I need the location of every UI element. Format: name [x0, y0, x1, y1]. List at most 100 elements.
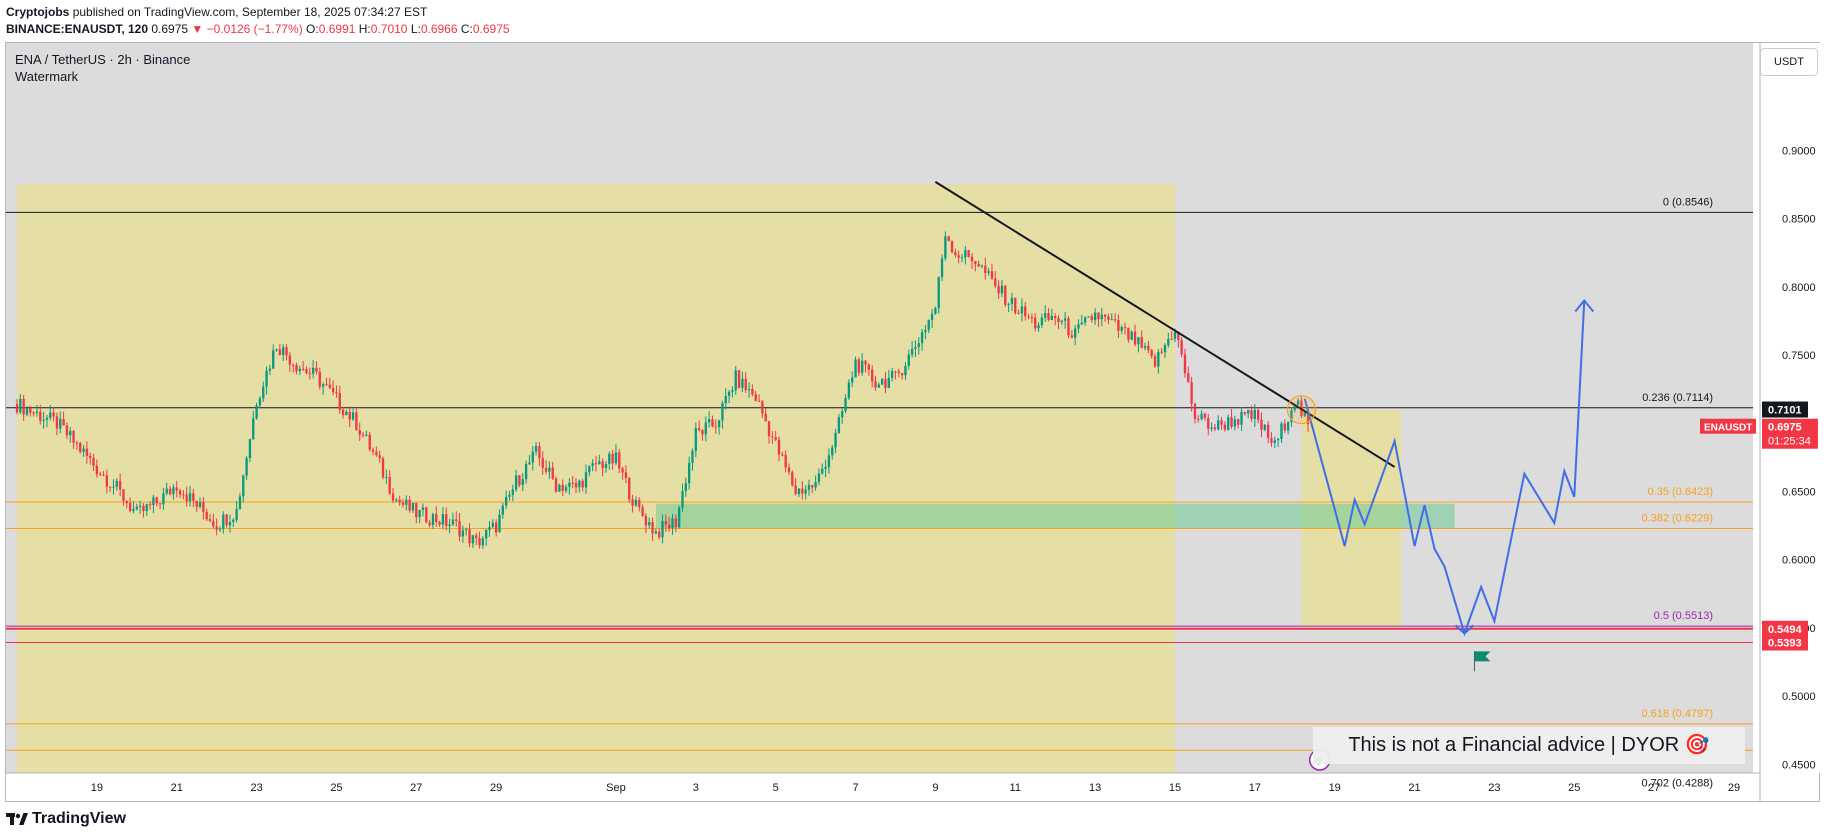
candle-body — [994, 278, 997, 286]
candle — [1040, 313, 1044, 328]
candle-body — [1127, 327, 1130, 340]
candle-body — [588, 466, 591, 473]
x-tick-label: 3 — [693, 782, 699, 794]
candle-body — [1253, 409, 1257, 419]
candle — [102, 471, 105, 477]
candle-body — [814, 481, 817, 488]
candle — [431, 512, 435, 529]
candle — [707, 411, 711, 428]
candle — [1004, 284, 1007, 308]
candle — [847, 379, 851, 401]
candle-body — [195, 500, 198, 507]
candle — [668, 516, 671, 532]
candle — [811, 484, 814, 494]
candle — [1073, 324, 1077, 346]
candle-body — [125, 500, 128, 504]
currency-button[interactable]: USDT — [1760, 48, 1818, 76]
candle-body — [894, 371, 897, 373]
candle — [827, 448, 831, 474]
candle — [1143, 342, 1147, 351]
candle-body — [548, 467, 551, 472]
candle-body — [1276, 438, 1280, 441]
candle-body — [1007, 303, 1010, 305]
candle-body — [734, 370, 737, 391]
candle-body — [238, 496, 242, 510]
candle — [801, 481, 804, 500]
candle-body — [1107, 316, 1110, 320]
candle-body — [448, 524, 451, 526]
candle — [92, 453, 95, 472]
candle-body — [1040, 317, 1044, 326]
fib-label: 0.702 (0.4288) — [1641, 777, 1713, 789]
fib-label: 0.35 (0.6423) — [1648, 486, 1713, 498]
candle-body — [967, 250, 970, 257]
candle-body — [455, 519, 458, 522]
candle-body — [1213, 427, 1217, 430]
candle-body — [1173, 332, 1177, 339]
candle — [1007, 302, 1010, 313]
candle-body — [302, 368, 305, 370]
candle-body — [641, 507, 644, 516]
candle — [701, 429, 704, 441]
candle-body — [425, 507, 428, 523]
candle — [99, 471, 102, 476]
candle-body — [1137, 337, 1140, 345]
x-tick-label: 11 — [1010, 782, 1021, 794]
candle-body — [707, 419, 711, 423]
candle — [1290, 406, 1293, 427]
candle — [894, 370, 897, 380]
candle — [534, 442, 538, 456]
candle — [1080, 314, 1083, 326]
y-tick-label: 0.7500 — [1782, 350, 1816, 362]
candle — [468, 522, 471, 548]
candle-body — [541, 458, 544, 468]
x-tick-label: 9 — [932, 782, 938, 794]
candle-body — [821, 468, 824, 474]
author-name[interactable]: Cryptojobs — [6, 5, 70, 19]
symbol-interval: BINANCE:ENAUSDT, 120 — [6, 22, 149, 36]
candle-body — [305, 368, 308, 374]
candle-body — [408, 499, 411, 511]
candle-body — [621, 468, 624, 473]
candle — [664, 514, 668, 532]
candle — [797, 488, 801, 498]
candle — [1243, 411, 1247, 416]
candle-body — [851, 377, 854, 383]
candle-body — [1296, 400, 1300, 405]
candle-body — [917, 343, 920, 348]
flag-icon — [1474, 651, 1491, 662]
candle-body — [861, 360, 864, 373]
candle — [1140, 330, 1143, 349]
x-tick-label: 25 — [330, 782, 342, 794]
candle — [1054, 313, 1057, 326]
candle-body — [128, 503, 132, 511]
candle — [348, 406, 351, 428]
candle-body — [145, 504, 148, 512]
candle — [1163, 343, 1167, 359]
candle-body — [421, 507, 425, 510]
candle — [821, 463, 824, 475]
candle — [1183, 348, 1187, 378]
candle — [292, 363, 295, 373]
price-tag-bg — [1762, 620, 1808, 637]
candle-body — [1120, 327, 1123, 331]
candle-body — [997, 285, 1000, 294]
candle-body — [687, 462, 691, 484]
candle — [235, 500, 238, 523]
candle — [112, 479, 115, 495]
candle-body — [1123, 327, 1127, 329]
candle — [598, 454, 601, 465]
candle — [1113, 313, 1117, 323]
candle-body — [461, 530, 465, 537]
candle-body — [604, 464, 608, 469]
candle-body — [395, 499, 398, 501]
candle — [1203, 412, 1207, 421]
candle-body — [99, 474, 102, 476]
candle — [1157, 349, 1160, 374]
candle — [1090, 313, 1093, 323]
candle — [15, 399, 19, 415]
tradingview-logo[interactable]: TradingView — [6, 810, 126, 828]
candle — [511, 484, 514, 502]
candle-body — [594, 463, 598, 465]
